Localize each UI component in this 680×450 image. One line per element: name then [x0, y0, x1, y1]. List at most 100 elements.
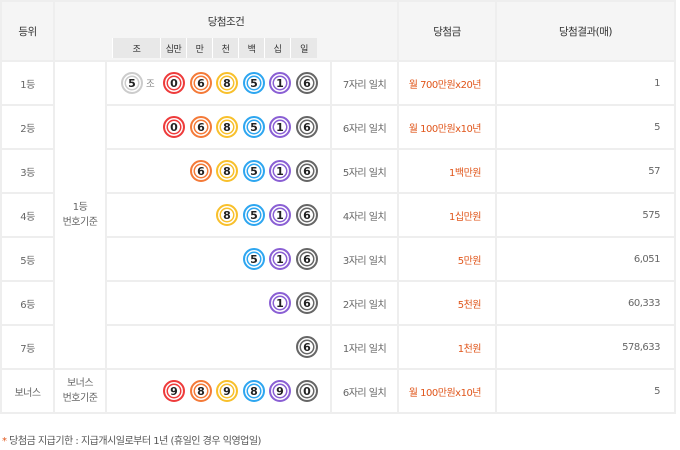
count-cell: 1 — [495, 60, 676, 106]
number-ball: 8 — [216, 72, 238, 94]
number-ball: 1 — [269, 160, 291, 182]
results-table: 등위 당첨조건 당첨금 당첨결과(매) 1등 1등 번호기준 5 조 0 6 8 5 1 6 7자리… — [0, 0, 676, 414]
ball-number: 6 — [197, 164, 205, 178]
prize-cell: 5만원 — [397, 236, 498, 282]
jo-label: 조 — [146, 79, 155, 90]
footer-asterisk: * — [2, 436, 7, 447]
number-ball: 6 — [190, 160, 212, 182]
number-ball: 6 — [296, 336, 318, 358]
digit-label: 만 — [186, 38, 212, 58]
ball-number: 9 — [170, 384, 178, 398]
ball-number: 6 — [303, 340, 311, 354]
number-balls: 6 — [105, 324, 332, 370]
rank-cell: 7등 — [0, 324, 55, 370]
match-cell: 3자리 일치 — [329, 236, 400, 282]
ball-number: 1 — [276, 296, 284, 310]
number-ball: 8 — [190, 380, 212, 402]
number-ball: 0 — [163, 72, 185, 94]
prize-cell: 1십만원 — [397, 192, 498, 238]
match-cell: 5자리 일치 — [329, 148, 400, 194]
ball-number: 8 — [223, 76, 231, 90]
rank-cell: 6등 — [0, 280, 55, 326]
ball-number: 9 — [276, 384, 284, 398]
number-ball: 8 — [216, 204, 238, 226]
prize-cell: 1백만원 — [397, 148, 498, 194]
number-balls: 6 8 5 1 6 — [105, 148, 332, 194]
ball-number: 8 — [250, 384, 258, 398]
prize-cell: 1천원 — [397, 324, 498, 370]
number-ball: 9 — [216, 380, 238, 402]
number-balls: 8 5 1 6 — [105, 192, 332, 238]
number-ball: 5 — [243, 204, 265, 226]
count-cell: 60,333 — [495, 280, 676, 326]
number-ball: 8 — [216, 160, 238, 182]
ball-number: 6 — [303, 252, 311, 266]
group-label-bonus: 보너스 번호기준 — [53, 368, 107, 414]
ball-number: 1 — [276, 252, 284, 266]
count-cell: 6,051 — [495, 236, 676, 282]
table-row: 4등 8 5 1 6 4자리 일치 1십만원 575 — [0, 192, 676, 238]
number-ball: 5 — [243, 72, 265, 94]
footer-text: 당첨금 지급기한 : 지급개시일로부터 1년 (휴일인 경우 익영업일) — [6, 436, 261, 447]
ball-number: 5 — [250, 76, 258, 90]
number-ball: 8 — [243, 380, 265, 402]
rank-cell: 3등 — [0, 148, 55, 194]
count-cell: 575 — [495, 192, 676, 238]
ball-number: 5 — [250, 208, 258, 222]
match-cell: 6자리 일치 — [329, 104, 400, 150]
count-cell: 57 — [495, 148, 676, 194]
number-ball: 5 — [243, 248, 265, 270]
number-ball: 6 — [190, 116, 212, 138]
footer-note: * 당첨금 지급기한 : 지급개시일로부터 1년 (휴일인 경우 익영업일) — [2, 432, 261, 447]
rank-cell: 4등 — [0, 192, 55, 238]
number-ball: 0 — [163, 116, 185, 138]
number-ball: 1 — [269, 116, 291, 138]
digit-label: 일 — [290, 38, 317, 58]
number-balls: 5 1 6 — [105, 236, 332, 282]
rank-cell: 보너스 — [0, 368, 55, 414]
number-ball: 6 — [296, 292, 318, 314]
ball-number: 6 — [303, 164, 311, 178]
header-prize: 당첨금 — [397, 0, 498, 62]
table-row: 5등 5 1 6 3자리 일치 5만원 6,051 — [0, 236, 676, 282]
ball-number: 0 — [303, 384, 311, 398]
ball-number: 8 — [197, 384, 205, 398]
number-ball: 6 — [296, 160, 318, 182]
ball-number: 1 — [276, 120, 284, 134]
ball-number: 8 — [223, 120, 231, 134]
ball-number: 0 — [170, 120, 178, 134]
ball-number: 0 — [170, 76, 178, 90]
match-cell: 2자리 일치 — [329, 280, 400, 326]
rank-cell: 5등 — [0, 236, 55, 282]
number-ball: 6 — [296, 116, 318, 138]
digit-label: 십 — [264, 38, 290, 58]
ball-number: 5 — [250, 120, 258, 134]
count-cell: 578,633 — [495, 324, 676, 370]
prize-cell: 5천원 — [397, 280, 498, 326]
number-ball: 1 — [269, 292, 291, 314]
ball-number: 5 — [250, 164, 258, 178]
digit-label: 십만 — [160, 38, 186, 58]
ball-number: 9 — [223, 384, 231, 398]
ball-number: 6 — [197, 120, 205, 134]
ball-number: 1 — [276, 208, 284, 222]
digit-label: 조 — [112, 38, 160, 58]
ball-number: 6 — [303, 208, 311, 222]
ball-number: 1 — [276, 76, 284, 90]
prize-cell: 월 100만원x10년 — [397, 104, 498, 150]
number-ball: 1 — [269, 248, 291, 270]
table-row: 보너스 보너스 번호기준 9 8 9 8 9 0 6자리 일치 월 100만원x10년 5 — [0, 368, 676, 414]
header-result: 당첨결과(매) — [495, 0, 676, 62]
number-ball: 1 — [269, 72, 291, 94]
rank-cell: 1등 — [0, 60, 55, 106]
jo-number: 5 — [128, 76, 136, 90]
number-balls: 9 8 9 8 9 0 — [105, 368, 332, 414]
group-label: 1등 번호기준 — [53, 60, 107, 370]
ball-number: 1 — [276, 164, 284, 178]
table-row: 2등 0 6 8 5 1 6 6자리 일치 월 100만원x10년 5 — [0, 104, 676, 150]
number-ball: 8 — [216, 116, 238, 138]
digit-label: 백 — [238, 38, 264, 58]
ball-number: 6 — [303, 120, 311, 134]
